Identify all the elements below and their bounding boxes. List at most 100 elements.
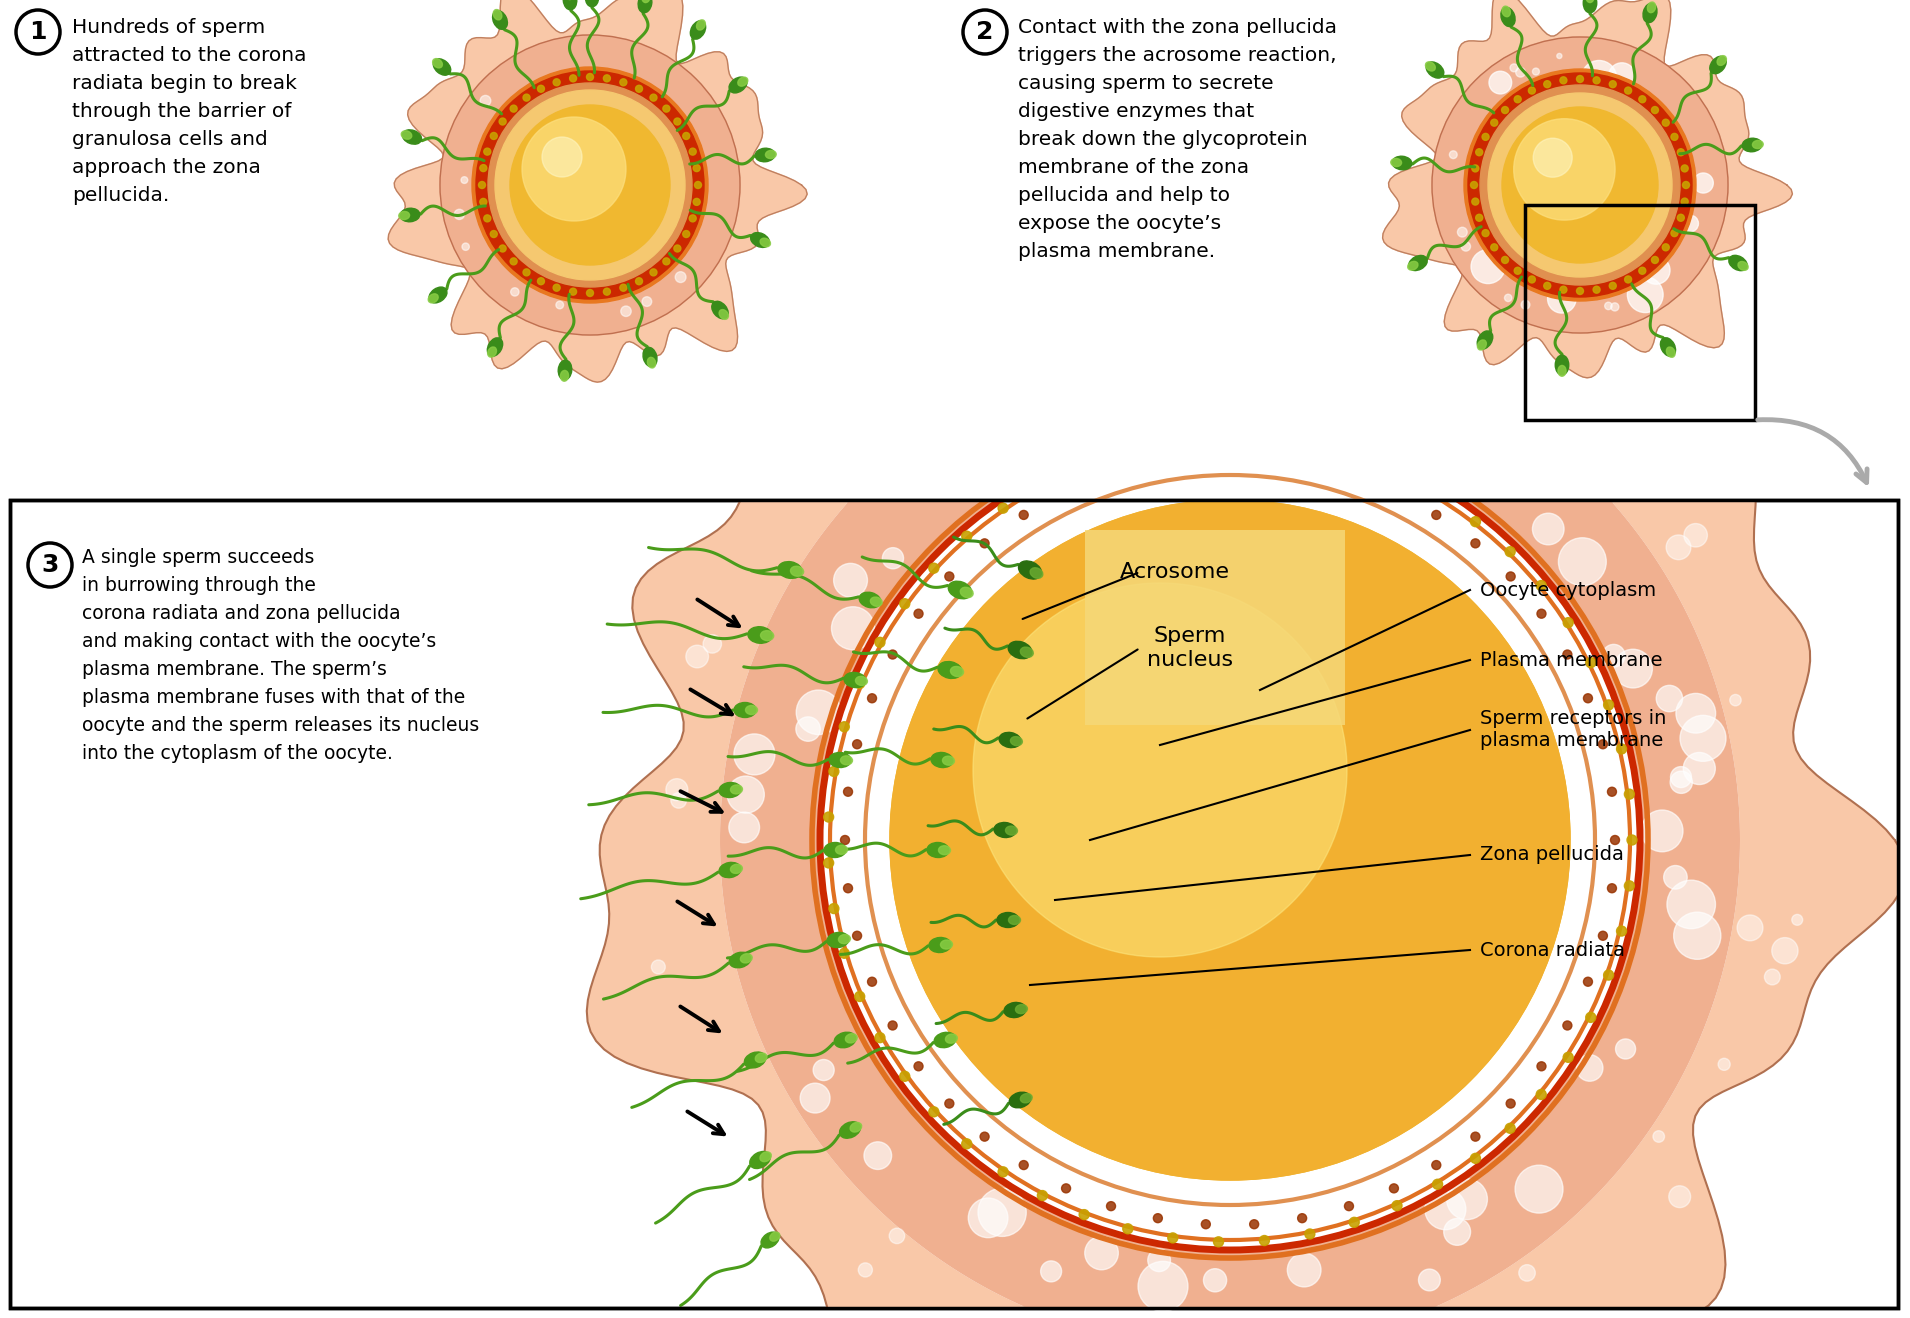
Circle shape xyxy=(651,960,665,974)
Circle shape xyxy=(1213,1236,1224,1247)
Circle shape xyxy=(1652,107,1658,113)
Circle shape xyxy=(1463,69,1696,301)
Circle shape xyxy=(1536,1090,1547,1099)
Ellipse shape xyxy=(938,662,963,679)
Circle shape xyxy=(663,105,670,112)
Circle shape xyxy=(838,948,850,958)
Circle shape xyxy=(1037,1190,1047,1201)
Circle shape xyxy=(476,71,705,299)
Circle shape xyxy=(542,137,583,177)
Ellipse shape xyxy=(1753,141,1763,149)
Circle shape xyxy=(858,1263,873,1277)
Ellipse shape xyxy=(835,845,848,854)
Circle shape xyxy=(722,1135,733,1147)
Circle shape xyxy=(863,1141,892,1169)
Circle shape xyxy=(1501,257,1509,264)
Circle shape xyxy=(1528,275,1536,283)
Circle shape xyxy=(867,693,877,702)
Circle shape xyxy=(1041,1261,1062,1282)
Circle shape xyxy=(980,1132,989,1141)
Circle shape xyxy=(999,503,1008,513)
Circle shape xyxy=(1677,215,1685,221)
Text: Zona pellucida: Zona pellucida xyxy=(1480,846,1624,865)
Circle shape xyxy=(1652,257,1658,264)
Circle shape xyxy=(900,598,909,609)
Circle shape xyxy=(1501,107,1658,264)
Circle shape xyxy=(1624,880,1635,891)
Circle shape xyxy=(510,287,520,297)
Circle shape xyxy=(674,119,680,125)
Circle shape xyxy=(972,583,1347,957)
Circle shape xyxy=(1610,303,1620,311)
Circle shape xyxy=(1532,513,1564,544)
Circle shape xyxy=(1581,61,1616,96)
Circle shape xyxy=(1593,76,1601,84)
Circle shape xyxy=(1419,1269,1440,1290)
Bar xyxy=(1524,206,1755,420)
Circle shape xyxy=(682,133,690,140)
Circle shape xyxy=(1518,1265,1536,1281)
Circle shape xyxy=(1562,1021,1572,1029)
Ellipse shape xyxy=(928,937,951,953)
Circle shape xyxy=(1625,87,1631,94)
Circle shape xyxy=(1469,72,1692,297)
Ellipse shape xyxy=(951,667,963,676)
Circle shape xyxy=(682,231,690,237)
Circle shape xyxy=(1482,229,1490,237)
Circle shape xyxy=(1062,1184,1072,1193)
Ellipse shape xyxy=(934,1032,955,1048)
Circle shape xyxy=(1515,1165,1562,1213)
Ellipse shape xyxy=(493,9,502,20)
Circle shape xyxy=(1425,1189,1465,1230)
Circle shape xyxy=(649,269,657,275)
Circle shape xyxy=(1662,119,1669,127)
Circle shape xyxy=(1667,880,1715,929)
Circle shape xyxy=(854,679,865,688)
Circle shape xyxy=(695,182,701,188)
Circle shape xyxy=(1432,1180,1442,1189)
Circle shape xyxy=(642,297,651,306)
Ellipse shape xyxy=(1476,331,1494,349)
Ellipse shape xyxy=(945,1035,957,1044)
Circle shape xyxy=(483,148,491,156)
Circle shape xyxy=(1639,96,1646,103)
Circle shape xyxy=(1681,198,1688,206)
Ellipse shape xyxy=(560,370,569,381)
Circle shape xyxy=(1604,302,1612,310)
Circle shape xyxy=(586,290,594,297)
Circle shape xyxy=(978,1188,1026,1236)
Circle shape xyxy=(523,269,529,275)
Circle shape xyxy=(1538,1062,1545,1070)
Ellipse shape xyxy=(1008,916,1020,924)
Circle shape xyxy=(888,650,898,659)
Ellipse shape xyxy=(791,567,804,576)
Ellipse shape xyxy=(1501,8,1515,26)
Ellipse shape xyxy=(493,11,508,29)
Circle shape xyxy=(1652,1131,1664,1143)
Circle shape xyxy=(1511,63,1518,71)
Circle shape xyxy=(945,556,1354,963)
Circle shape xyxy=(1681,716,1727,762)
Circle shape xyxy=(621,285,626,291)
Ellipse shape xyxy=(844,672,865,688)
Circle shape xyxy=(1532,69,1539,75)
Circle shape xyxy=(1480,84,1681,285)
Ellipse shape xyxy=(823,842,846,858)
Circle shape xyxy=(674,245,680,252)
Circle shape xyxy=(1616,927,1627,936)
Circle shape xyxy=(586,74,594,80)
Ellipse shape xyxy=(999,733,1022,747)
Ellipse shape xyxy=(403,129,422,144)
Ellipse shape xyxy=(1020,1094,1031,1103)
Circle shape xyxy=(510,105,670,265)
Circle shape xyxy=(875,1033,884,1043)
Circle shape xyxy=(439,36,739,335)
Circle shape xyxy=(499,119,506,125)
Circle shape xyxy=(1515,96,1520,103)
Circle shape xyxy=(1471,539,1480,548)
Circle shape xyxy=(1625,275,1631,283)
Circle shape xyxy=(676,272,686,282)
Circle shape xyxy=(1079,1210,1089,1219)
Ellipse shape xyxy=(829,753,852,767)
Circle shape xyxy=(1461,241,1471,252)
